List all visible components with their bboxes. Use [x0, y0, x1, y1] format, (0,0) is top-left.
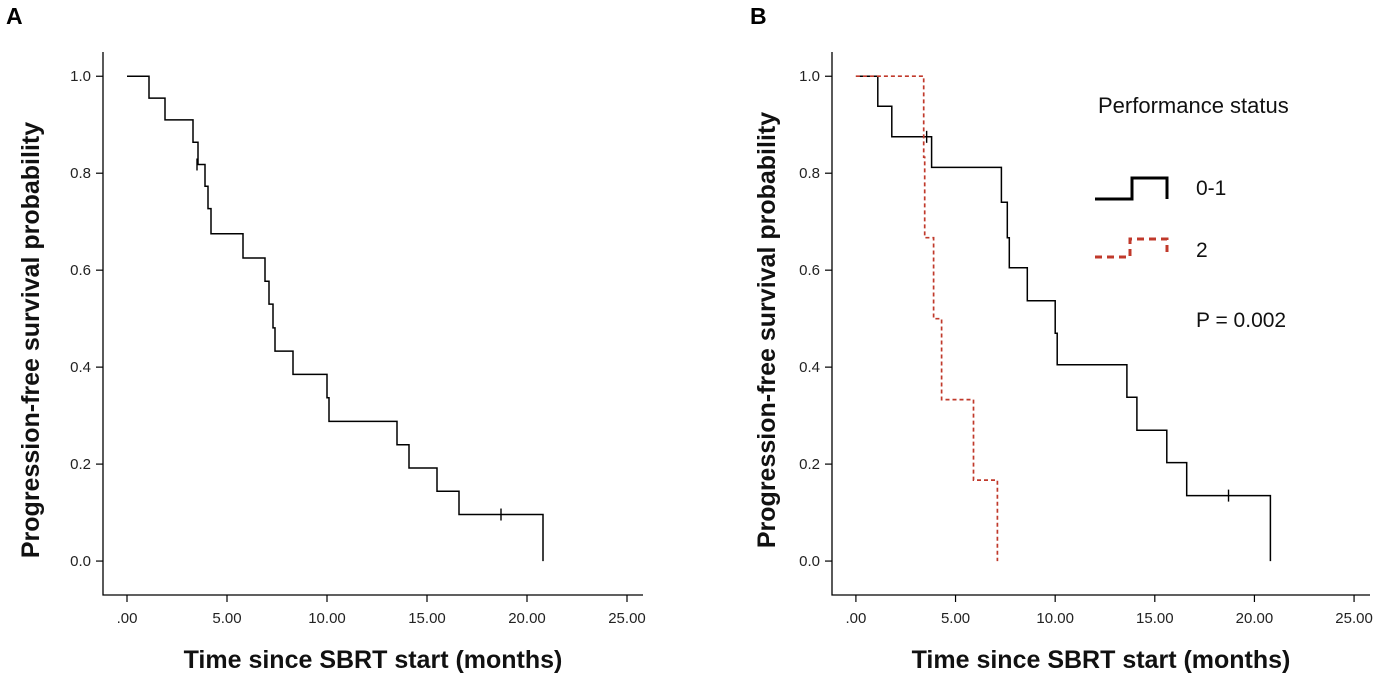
- p-value-text: P = 0.002: [1196, 309, 1286, 332]
- panel-b-y-tick-label: 0.0: [799, 553, 820, 570]
- panel-a-x-tick-label: 20.00: [508, 610, 546, 627]
- panel-a-x-ticks: .00 5.00 10.00 15.00 20.00 25.00: [117, 595, 646, 627]
- panel-b-y-tick-label: 0.6: [799, 262, 820, 279]
- legend-title: Performance status: [1098, 93, 1289, 118]
- panel-a-km-curve-series-0: [127, 75, 544, 562]
- panel-b-x-tick-label: 20.00: [1236, 610, 1274, 627]
- panel-b-y-axis-title: Progression-free survival probability: [753, 112, 781, 548]
- panel-a-x-tick-label: 25.00: [608, 610, 646, 627]
- panel-a-x-tick-label: 10.00: [308, 610, 346, 627]
- panel-a-x-tick-label: 5.00: [212, 610, 241, 627]
- panel-a-series: [127, 75, 544, 562]
- panel-b-x-tick-label: 5.00: [941, 610, 970, 627]
- panel-a-axes: [102, 52, 643, 596]
- panel-a-y-ticks: 0.0 0.2 0.4 0.6 0.8 1.0: [70, 68, 103, 570]
- panel-b-y-tick-label: 1.0: [799, 68, 820, 85]
- panel-a-y-tick-label: 0.2: [70, 456, 91, 473]
- panel-b-y-ticks: 0.0 0.2 0.4 0.6 0.8 1.0: [799, 68, 832, 570]
- panel-b-x-tick-label: .00: [845, 610, 866, 627]
- panel-a-x-tick-label: .00: [117, 610, 138, 627]
- panel-a: A .00 5.00 10.00 15.00 20.00 25.00 0.00.20.40…: [6, 3, 646, 674]
- panel-b-x-tick-label: 10.00: [1036, 610, 1074, 627]
- panel-a-y-tick-label: 0.8: [70, 165, 91, 182]
- panel-b: B .00 5.00 10.00 15.00 20.00 25.00 0.00.20.40…: [750, 3, 1373, 674]
- legend-swatch-series-0: [1095, 176, 1169, 201]
- panel-b-legend: Performance status 0-1 2 P = 0.002: [1095, 93, 1289, 332]
- panel-a-y-tick-label: 0.4: [70, 359, 91, 376]
- panel-a-letter: A: [6, 3, 23, 29]
- panel-b-x-tick-label: 15.00: [1136, 610, 1174, 627]
- panel-a-y-tick-label: 0.6: [70, 262, 91, 279]
- panel-b-letter: B: [750, 3, 767, 29]
- panel-b-y-tick-label: 0.8: [799, 165, 820, 182]
- panel-b-y-tick-label: 0.2: [799, 456, 820, 473]
- panel-b-x-axis-title: Time since SBRT start (months): [912, 646, 1291, 674]
- panel-b-x-tick-label: 25.00: [1335, 610, 1373, 627]
- panel-b-series: [855, 75, 1272, 562]
- panel-b-km-curve-series-1: [855, 75, 999, 562]
- panel-a-y-tick-label: 0.0: [70, 553, 91, 570]
- panel-a-y-tick-label: 1.0: [70, 68, 91, 85]
- panel-b-axes: [831, 52, 1370, 596]
- panel-b-x-ticks: .00 5.00 10.00 15.00 20.00 25.00: [845, 595, 1373, 627]
- panel-a-x-axis-title: Time since SBRT start (months): [184, 646, 563, 674]
- legend-swatch-series-1: [1095, 237, 1169, 259]
- legend-label-series-0: 0-1: [1196, 177, 1226, 200]
- panel-a-y-axis-title: Progression-free survival probability: [17, 122, 45, 558]
- panel-b-y-tick-label: 0.4: [799, 359, 820, 376]
- legend-label-series-1: 2: [1196, 239, 1208, 262]
- panel-b-km-curve-series-0: [855, 75, 1272, 562]
- panel-a-x-tick-label: 15.00: [408, 610, 446, 627]
